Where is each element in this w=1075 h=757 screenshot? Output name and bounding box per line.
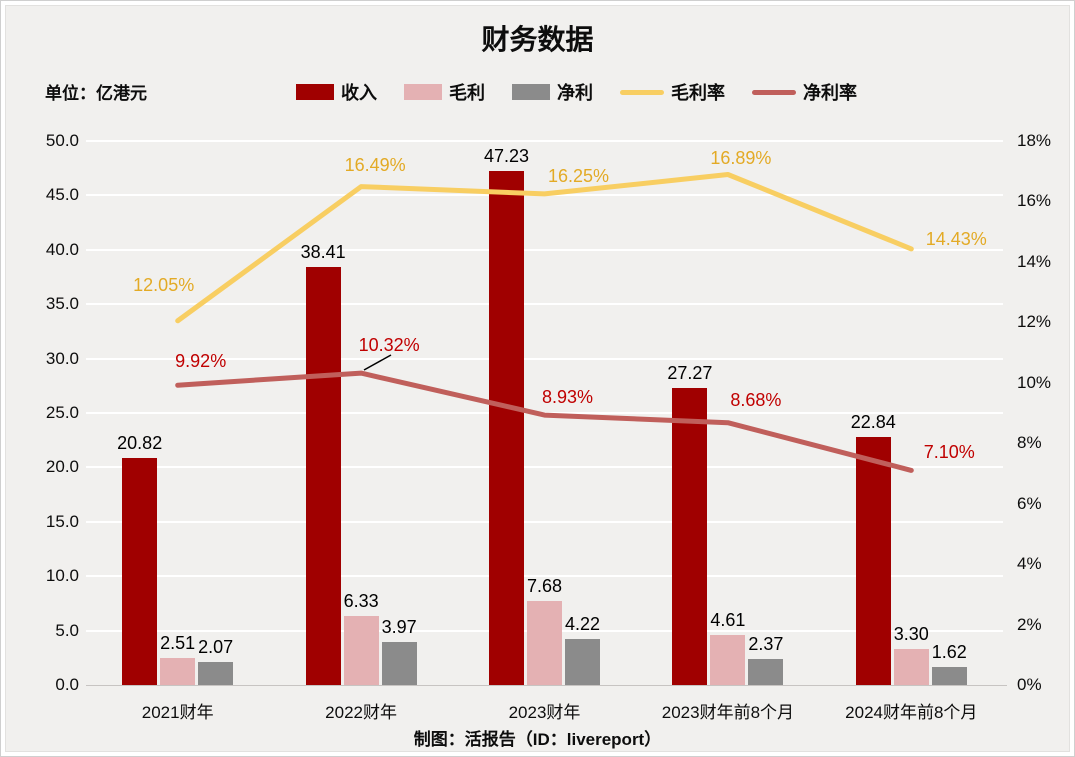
bar-毛利-1 [160, 657, 196, 685]
bar-净利-4 [748, 659, 784, 685]
bar-value-label: 38.41 [300, 242, 346, 263]
right-axis-tick: 14% [1017, 251, 1052, 271]
right-axis-tick: 10% [1017, 372, 1052, 392]
legend-item-5: 净利率 [752, 79, 857, 105]
bar-value-label: 4.22 [564, 614, 601, 635]
line-value-label: 9.92% [175, 351, 227, 372]
bar-毛利-4 [710, 634, 746, 685]
legend-label: 收入 [341, 83, 377, 103]
gridline [86, 303, 1003, 306]
left-axis-tick: 25.0 [45, 403, 79, 422]
bar-value-label: 4.61 [710, 609, 746, 630]
legend-label: 毛利率 [671, 83, 725, 103]
bar-毛利-2 [343, 616, 379, 685]
bar-毛利-3 [527, 601, 562, 685]
bar-value-label: 20.82 [117, 433, 163, 454]
x-axis-category-label: 2022财年 [325, 703, 397, 722]
right-axis-tick: 4% [1017, 554, 1042, 574]
x-axis-category-label: 2023财年前8个月 [661, 703, 795, 722]
bar-value-label: 2.07 [198, 637, 234, 658]
left-axis-tick: 20.0 [45, 457, 79, 477]
left-axis-tick: 45.0 [45, 185, 79, 205]
chart-title: 财务数据 [481, 24, 594, 55]
line-value-label: 7.10% [923, 442, 975, 463]
unit-label: 单位：亿港元 [45, 84, 147, 103]
x-axis-baseline [86, 685, 1007, 686]
line-value-label: 10.32% [358, 335, 420, 356]
left-axis-tick: 35.0 [45, 294, 79, 314]
left-axis-tick: 5.0 [55, 620, 79, 640]
left-axis-tick: 0.0 [55, 675, 79, 694]
bar-value-label: 6.33 [343, 591, 379, 612]
bar-value-label: 2.37 [748, 634, 784, 655]
bar-value-label: 7.68 [526, 576, 563, 597]
left-axis-tick: 30.0 [45, 348, 79, 368]
legend-bar-swatch-icon [512, 84, 550, 100]
bar-收入-5 [855, 436, 891, 685]
legend-item-4: 毛利率 [620, 79, 725, 105]
line-value-label: 8.68% [730, 389, 782, 410]
gridline [86, 520, 1003, 523]
legend-label: 毛利 [449, 83, 485, 103]
legend-item-1: 收入 [296, 79, 377, 105]
line-value-label: 8.93% [541, 387, 594, 408]
legend-label: 净利率 [803, 83, 857, 103]
left-axis-tick: 40.0 [45, 239, 79, 259]
gridline [86, 140, 1003, 142]
bar-value-label: 22.84 [850, 411, 896, 432]
right-axis-tick: 18% [1017, 131, 1052, 150]
legend-item-2: 毛利 [404, 79, 485, 105]
footer-credit: 制图：活报告（ID：livereport） [413, 730, 662, 749]
bar-收入-1 [122, 458, 158, 685]
bar-value-label: 27.27 [667, 363, 713, 384]
right-axis-tick: 2% [1017, 614, 1042, 634]
legend-label: 净利 [557, 83, 593, 103]
bar-净利-2 [381, 641, 417, 685]
right-axis-tick: 16% [1017, 191, 1052, 211]
bar-value-label: 3.97 [381, 616, 417, 637]
left-axis-tick: 50.0 [45, 131, 79, 150]
legend-item-3: 净利 [512, 79, 593, 105]
legend-line-swatch-icon [620, 89, 664, 95]
bar-value-label: 47.23 [483, 146, 530, 167]
left-axis-tick: 15.0 [45, 511, 79, 531]
bar-value-label: 1.62 [931, 642, 967, 663]
line-value-label: 14.43% [925, 228, 987, 249]
bar-收入-3 [489, 171, 524, 685]
legend-line-swatch-icon [752, 89, 796, 95]
right-axis-tick: 0% [1017, 675, 1042, 694]
bar-净利-1 [198, 662, 234, 685]
x-axis-category-label: 2021财年 [141, 703, 214, 722]
line-value-label: 12.05% [133, 274, 195, 295]
right-axis-tick: 12% [1017, 312, 1052, 332]
gridline [86, 248, 1003, 251]
bar-收入-2 [305, 267, 341, 685]
legend-bar-swatch-icon [404, 84, 442, 100]
x-axis-category-label: 2023财年 [508, 703, 581, 722]
left-axis-tick: 10.0 [45, 566, 79, 586]
x-axis-category-label: 2024财年前8个月 [845, 703, 978, 722]
legend-bar-swatch-icon [296, 84, 334, 100]
bar-净利-5 [931, 667, 967, 685]
bar-收入-4 [672, 388, 708, 685]
right-axis-tick: 6% [1017, 493, 1042, 513]
bar-毛利-5 [893, 649, 929, 685]
gridline [86, 575, 1003, 578]
bar-value-label: 3.30 [893, 624, 929, 645]
line-value-label: 16.25% [547, 165, 610, 186]
line-value-label: 16.49% [344, 154, 406, 175]
right-axis-tick: 8% [1017, 433, 1042, 453]
legend: 收入 毛利 净利 毛利率 净利率 [296, 79, 857, 105]
bar-value-label: 2.51 [160, 632, 196, 653]
line-value-label: 16.89% [710, 147, 772, 168]
bar-净利-3 [565, 639, 600, 685]
gridline [86, 194, 1003, 197]
gridline [86, 357, 1003, 360]
